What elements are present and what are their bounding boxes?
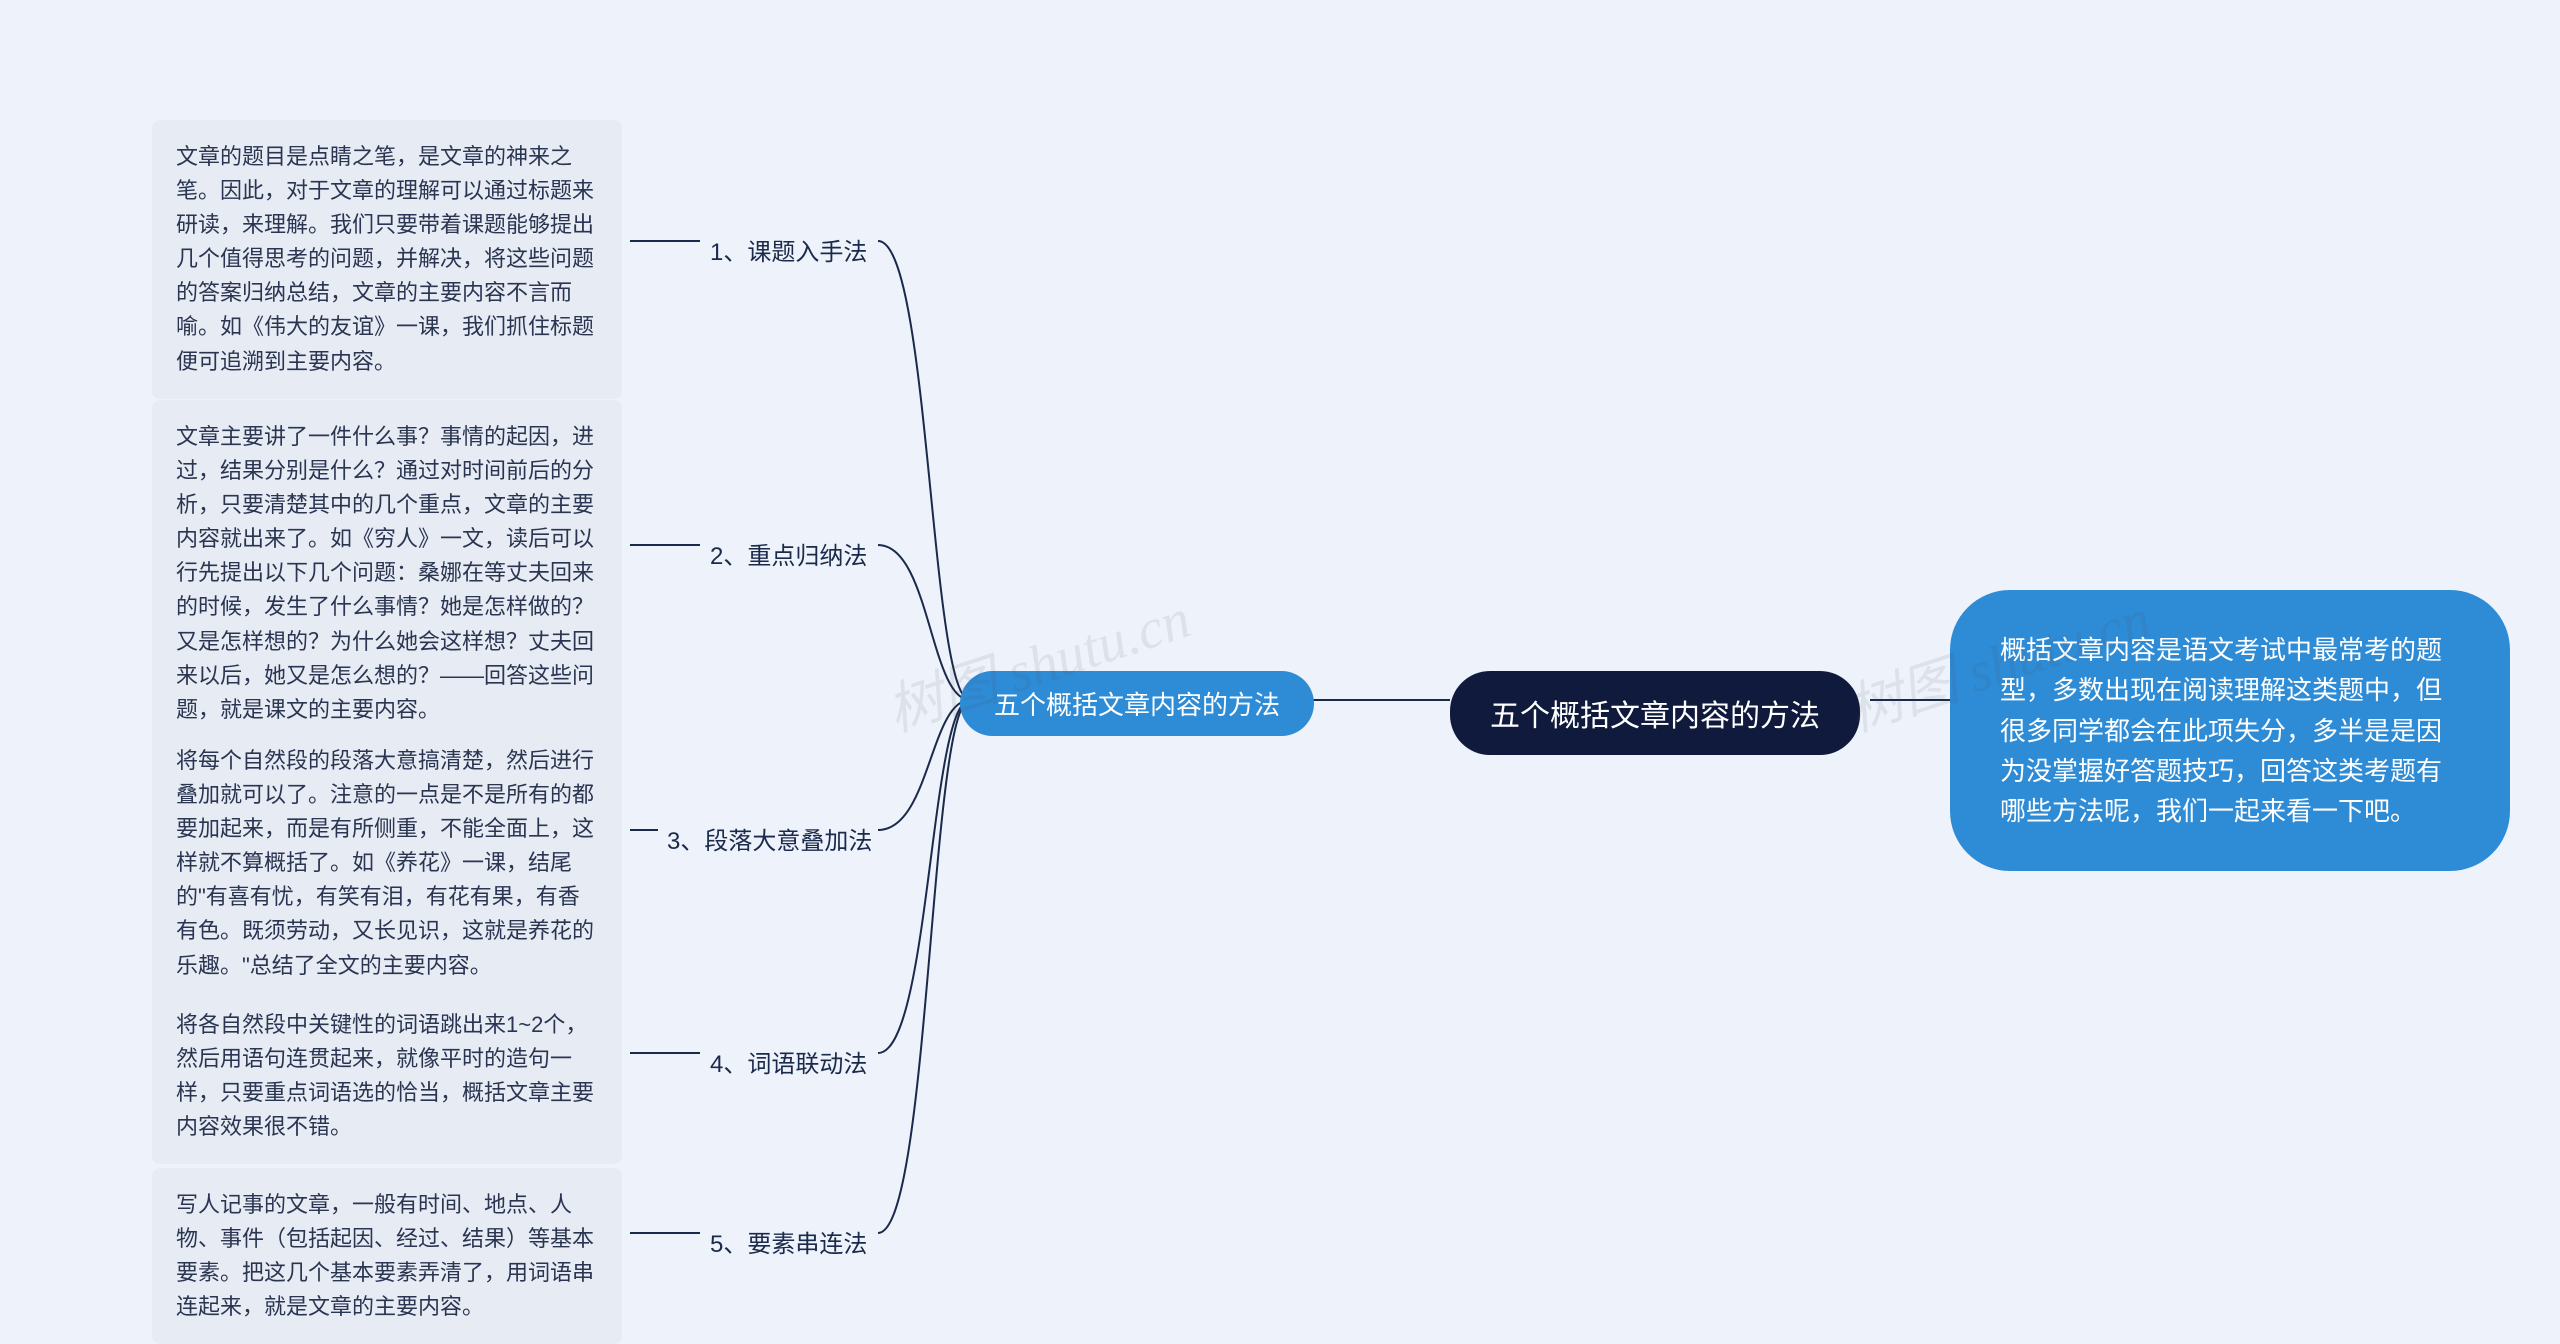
method-3-label: 3、段落大意叠加法 (667, 815, 872, 862)
method-4-detail: 将各自然段中关键性的词语跳出来1~2个，然后用语句连贯起来，就像平时的造句一样，… (152, 988, 622, 1164)
method-5-detail: 写人记事的文章，一般有时间、地点、人物、事件（包括起因、经过、结果）等基本要素。… (152, 1168, 622, 1344)
method-2-detail: 文章主要讲了一件什么事？事情的起因，进过，结果分别是什么？通过对时间前后的分析，… (152, 400, 622, 747)
mindmap-canvas: 五个概括文章内容的方法 概括文章内容是语文考试中最常考的题型，多数出现在阅读理解… (0, 0, 2560, 1343)
method-2-label: 2、重点归纳法 (710, 530, 867, 577)
method-4-label: 4、词语联动法 (710, 1038, 867, 1085)
method-3-detail: 将每个自然段的段落大意搞清楚，然后进行叠加就可以了。注意的一点是不是所有的都要加… (152, 724, 622, 1003)
intro-text: 概括文章内容是语文考试中最常考的题型，多数出现在阅读理解这类题中，但很多同学都会… (1950, 590, 2510, 871)
center-title: 五个概括文章内容的方法 (1450, 671, 1860, 755)
method-5-label: 5、要素串连法 (710, 1218, 867, 1265)
methods-hub: 五个概括文章内容的方法 (960, 671, 1314, 736)
method-1-detail: 文章的题目是点睛之笔，是文章的神来之笔。因此，对于文章的理解可以通过标题来研读，… (152, 120, 622, 399)
method-1-label: 1、课题入手法 (710, 226, 867, 273)
